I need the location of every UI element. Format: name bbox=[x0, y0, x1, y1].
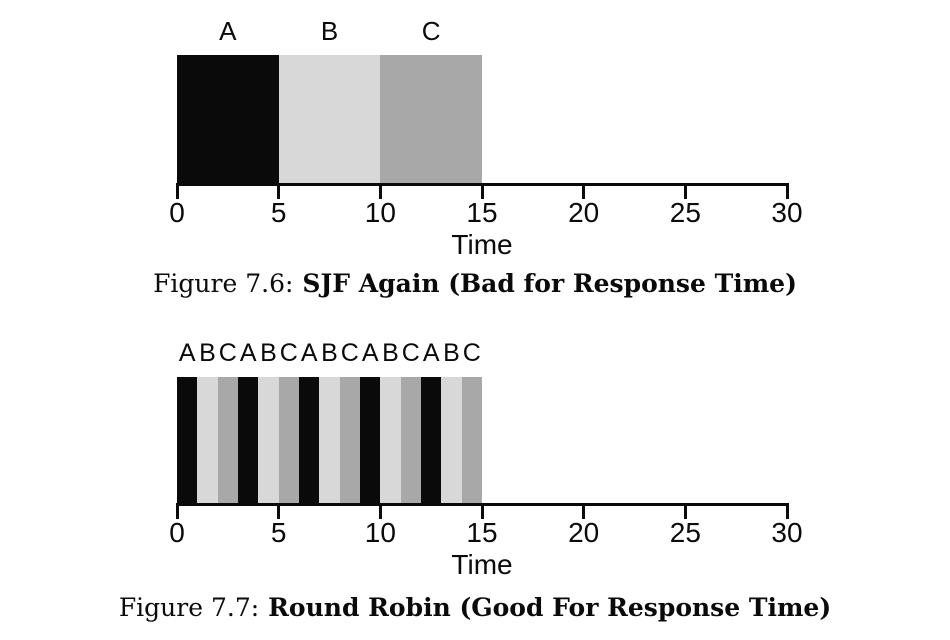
job-label-B: B bbox=[260, 339, 277, 367]
segment-A bbox=[238, 377, 259, 503]
job-label-A: A bbox=[219, 16, 237, 46]
tick-label: 0 bbox=[169, 197, 185, 228]
axis-tick bbox=[378, 183, 382, 199]
axis-tick bbox=[683, 183, 687, 199]
axis-line bbox=[176, 503, 789, 506]
tick-label: 15 bbox=[466, 517, 498, 548]
job-label-C: C bbox=[279, 339, 298, 367]
job-label-B: B bbox=[443, 339, 460, 367]
job-label-B: B bbox=[382, 339, 399, 367]
job-label-A: A bbox=[361, 339, 379, 367]
job-label-C: C bbox=[421, 16, 441, 46]
caption-number: Figure 7.7: bbox=[118, 593, 260, 622]
axis-tick bbox=[277, 503, 281, 519]
segment-A bbox=[177, 55, 279, 183]
axis-tick bbox=[480, 183, 484, 199]
segment-A bbox=[177, 377, 198, 503]
segment-A bbox=[360, 377, 381, 503]
caption-title: SJF Again (Bad for Response Time) bbox=[302, 269, 797, 298]
tick-label: 0 bbox=[169, 517, 185, 548]
tick-label: 20 bbox=[568, 517, 600, 548]
job-label-C: C bbox=[218, 339, 237, 367]
segment-A bbox=[421, 377, 442, 503]
caption-title: Round Robin (Good For Response Time) bbox=[268, 593, 832, 622]
axis-tick bbox=[378, 503, 382, 519]
axis-tick bbox=[277, 183, 281, 199]
segment-C bbox=[217, 377, 238, 503]
axis-tick bbox=[785, 503, 789, 519]
segment-B bbox=[258, 377, 279, 503]
axis-tick bbox=[785, 183, 789, 199]
job-label-A: A bbox=[422, 339, 440, 367]
axis-tick bbox=[582, 183, 586, 199]
tick-label: 20 bbox=[568, 197, 600, 228]
job-label-B: B bbox=[199, 339, 216, 367]
tick-label: 10 bbox=[364, 197, 396, 228]
axis-tick bbox=[683, 503, 687, 519]
job-label-C: C bbox=[401, 339, 420, 367]
job-label-A: A bbox=[300, 339, 318, 367]
segment-B bbox=[319, 377, 340, 503]
segment-C bbox=[380, 55, 482, 183]
tick-label: 15 bbox=[466, 197, 498, 228]
segment-C bbox=[400, 377, 421, 503]
tick-label: 25 bbox=[669, 197, 701, 228]
job-label-A: A bbox=[178, 339, 196, 367]
tick-label: 5 bbox=[270, 517, 287, 548]
segment-A bbox=[299, 377, 320, 503]
axis-tick bbox=[582, 503, 586, 519]
job-label-C: C bbox=[340, 339, 359, 367]
job-label-A: A bbox=[239, 339, 257, 367]
segment-B bbox=[197, 377, 218, 503]
axis-title: Time bbox=[451, 549, 513, 580]
caption-number: Figure 7.6: bbox=[153, 269, 294, 298]
tick-label: 30 bbox=[771, 517, 803, 548]
job-label-B: B bbox=[320, 16, 339, 46]
axis-tick bbox=[175, 183, 179, 199]
segment-C bbox=[461, 377, 482, 503]
tick-label: 25 bbox=[669, 517, 701, 548]
axis-tick bbox=[480, 503, 484, 519]
segment-C bbox=[339, 377, 360, 503]
tick-label: 30 bbox=[771, 197, 803, 228]
figure-caption: Figure 7.6: SJF Again (Bad for Response T… bbox=[0, 269, 950, 299]
segment-B bbox=[278, 55, 381, 183]
job-label-B: B bbox=[321, 339, 338, 367]
tick-label: 10 bbox=[364, 517, 396, 548]
figure-caption: Figure 7.7: Round Robin (Good For Respons… bbox=[0, 593, 950, 623]
segment-B bbox=[441, 377, 462, 503]
axis-title: Time bbox=[451, 229, 513, 260]
segment-C bbox=[278, 377, 299, 503]
tick-label: 5 bbox=[270, 197, 287, 228]
job-label-C: C bbox=[462, 339, 481, 367]
axis-line bbox=[176, 183, 789, 186]
axis-tick bbox=[175, 503, 179, 519]
segment-B bbox=[380, 377, 401, 503]
